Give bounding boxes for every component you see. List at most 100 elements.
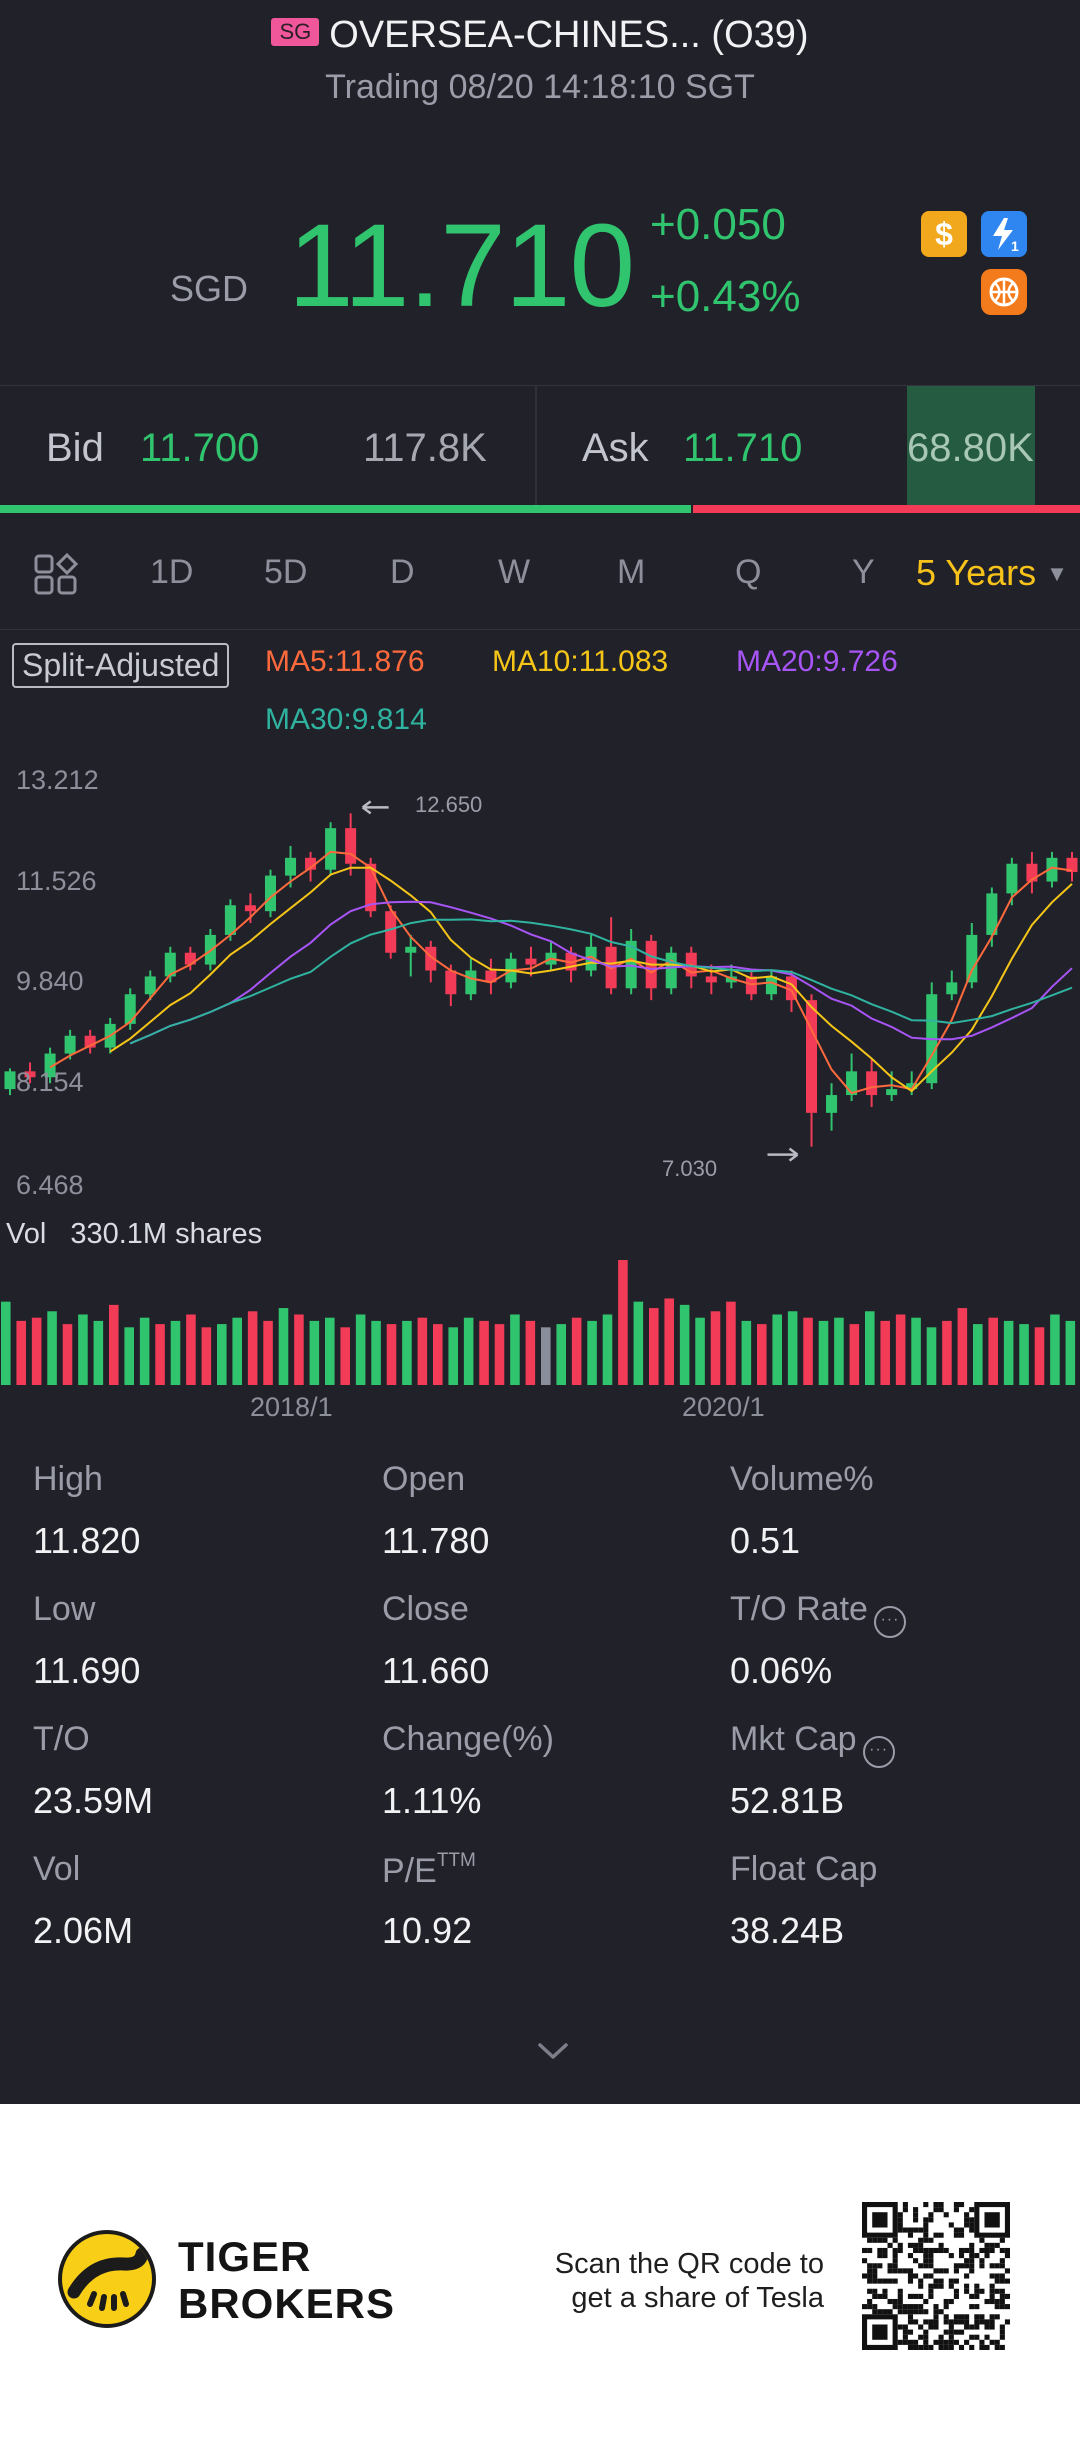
qr-module bbox=[969, 2227, 975, 2233]
y-tick-4: 8.154 bbox=[16, 1067, 84, 1097]
tab-5-years[interactable]: 5 Years ▼ bbox=[916, 552, 1068, 594]
qr-module bbox=[882, 2309, 888, 2315]
qr-module bbox=[994, 2263, 1000, 2269]
volume-bar bbox=[664, 1298, 674, 1385]
candle-body bbox=[1046, 857, 1058, 882]
candle-body bbox=[906, 1083, 918, 1090]
candle-body bbox=[425, 946, 437, 971]
stat-to-rate-value: 0.06% bbox=[730, 1650, 833, 1691]
qr-module bbox=[938, 2247, 944, 2254]
qr-module bbox=[984, 2324, 990, 2330]
qr-module bbox=[862, 2258, 868, 2264]
qr-module bbox=[907, 2242, 914, 2248]
qr-module bbox=[964, 2314, 970, 2320]
volume-bar bbox=[186, 1314, 196, 1385]
volume-bar bbox=[217, 1324, 227, 1385]
qr-module bbox=[913, 2293, 919, 2299]
qr-module bbox=[948, 2334, 954, 2340]
qr-module bbox=[897, 2217, 903, 2223]
promo-line-1: Scan the QR code to bbox=[554, 2248, 824, 2280]
qr-module bbox=[933, 2314, 939, 2320]
grid-icon[interactable] bbox=[32, 552, 80, 605]
qr-module bbox=[958, 2263, 965, 2269]
volume-bar bbox=[494, 1324, 505, 1385]
qr-module bbox=[923, 2334, 929, 2340]
qr-module bbox=[969, 2324, 975, 2330]
volume-bar bbox=[201, 1327, 212, 1385]
tab-year[interactable]: Y bbox=[852, 553, 875, 591]
stat-low-value: 11.690 bbox=[33, 1650, 141, 1691]
qr-module bbox=[923, 2263, 929, 2269]
last-price: 11.710 bbox=[288, 200, 635, 332]
qr-module bbox=[979, 2247, 985, 2254]
tab-1d[interactable]: 1D bbox=[150, 553, 194, 591]
stock-title[interactable]: SG OVERSEA-CHINES... (O39) bbox=[0, 14, 1080, 57]
qr-module bbox=[928, 2344, 934, 2350]
qr-module bbox=[897, 2242, 903, 2248]
qr-module bbox=[907, 2268, 914, 2274]
qr-finder bbox=[974, 2202, 1010, 2238]
quote-screen bbox=[0, 0, 1080, 2104]
qr-module bbox=[974, 2304, 980, 2310]
volume-header: Vol 330.1M shares bbox=[6, 1218, 262, 1251]
more-info-icon[interactable]: ··· bbox=[873, 1606, 906, 1638]
dollar-icon[interactable]: $ bbox=[921, 211, 967, 257]
candlestick-chart[interactable] bbox=[0, 760, 1080, 1400]
qr-module bbox=[948, 2319, 954, 2325]
qr-module bbox=[923, 2217, 929, 2223]
qr-module bbox=[969, 2293, 975, 2299]
qr-module bbox=[994, 2242, 1000, 2248]
qr-module bbox=[958, 2314, 965, 2320]
more-info-icon[interactable]: ··· bbox=[862, 1736, 895, 1768]
qr-module bbox=[964, 2283, 970, 2289]
qr-module bbox=[964, 2263, 970, 2269]
brand-line-2: BROKERS bbox=[178, 2280, 396, 2327]
volume-bar bbox=[649, 1308, 659, 1385]
qr-module bbox=[933, 2207, 939, 2213]
qr-module bbox=[867, 2304, 873, 2310]
qr-module bbox=[979, 2258, 985, 2264]
volume-bar bbox=[371, 1320, 381, 1385]
qr-module bbox=[953, 2293, 959, 2299]
candle-body bbox=[44, 1053, 56, 1078]
qr-module bbox=[882, 2278, 888, 2284]
volume-bar bbox=[263, 1320, 273, 1385]
qr-module bbox=[999, 2273, 1005, 2279]
split-adjusted-toggle[interactable]: Split-Adjusted bbox=[12, 643, 230, 688]
qr-module bbox=[907, 2319, 914, 2325]
qr-module bbox=[897, 2247, 903, 2254]
volume-bar bbox=[433, 1324, 443, 1385]
stat-close-label: Close bbox=[382, 1590, 469, 1628]
qr-module bbox=[989, 2314, 995, 2320]
qr-module bbox=[882, 2247, 888, 2254]
tab-day[interactable]: D bbox=[390, 553, 415, 591]
qr-module bbox=[999, 2278, 1005, 2284]
qr-module bbox=[984, 2319, 990, 2325]
qr-module bbox=[969, 2263, 975, 2269]
qr-module bbox=[918, 2263, 924, 2269]
exchange-badge: SG bbox=[271, 18, 320, 46]
qr-module bbox=[877, 2253, 883, 2259]
tab-week[interactable]: W bbox=[498, 553, 531, 591]
volume-bar bbox=[880, 1320, 890, 1385]
flash-1-icon[interactable]: 1 bbox=[981, 211, 1027, 257]
qr-module bbox=[969, 2344, 975, 2350]
qr-module bbox=[913, 2309, 919, 2315]
qr-module bbox=[897, 2293, 903, 2299]
qr-module bbox=[918, 2304, 924, 2310]
candle-body bbox=[745, 976, 757, 995]
qr-module bbox=[923, 2273, 929, 2279]
qr-module bbox=[938, 2309, 944, 2315]
qr-module bbox=[892, 2258, 898, 2264]
tab-5d[interactable]: 5D bbox=[264, 553, 308, 591]
expand-chevron-icon[interactable] bbox=[536, 2040, 570, 2067]
tab-month[interactable]: M bbox=[617, 553, 646, 591]
qr-module bbox=[902, 2202, 908, 2208]
basketball-icon[interactable] bbox=[981, 269, 1027, 315]
volume-bar bbox=[926, 1327, 937, 1385]
qr-module bbox=[913, 2319, 919, 2325]
qr-module bbox=[933, 2247, 939, 2254]
tab-quarter[interactable]: Q bbox=[735, 553, 762, 591]
qr-module bbox=[913, 2217, 919, 2223]
qr-module bbox=[928, 2258, 934, 2264]
